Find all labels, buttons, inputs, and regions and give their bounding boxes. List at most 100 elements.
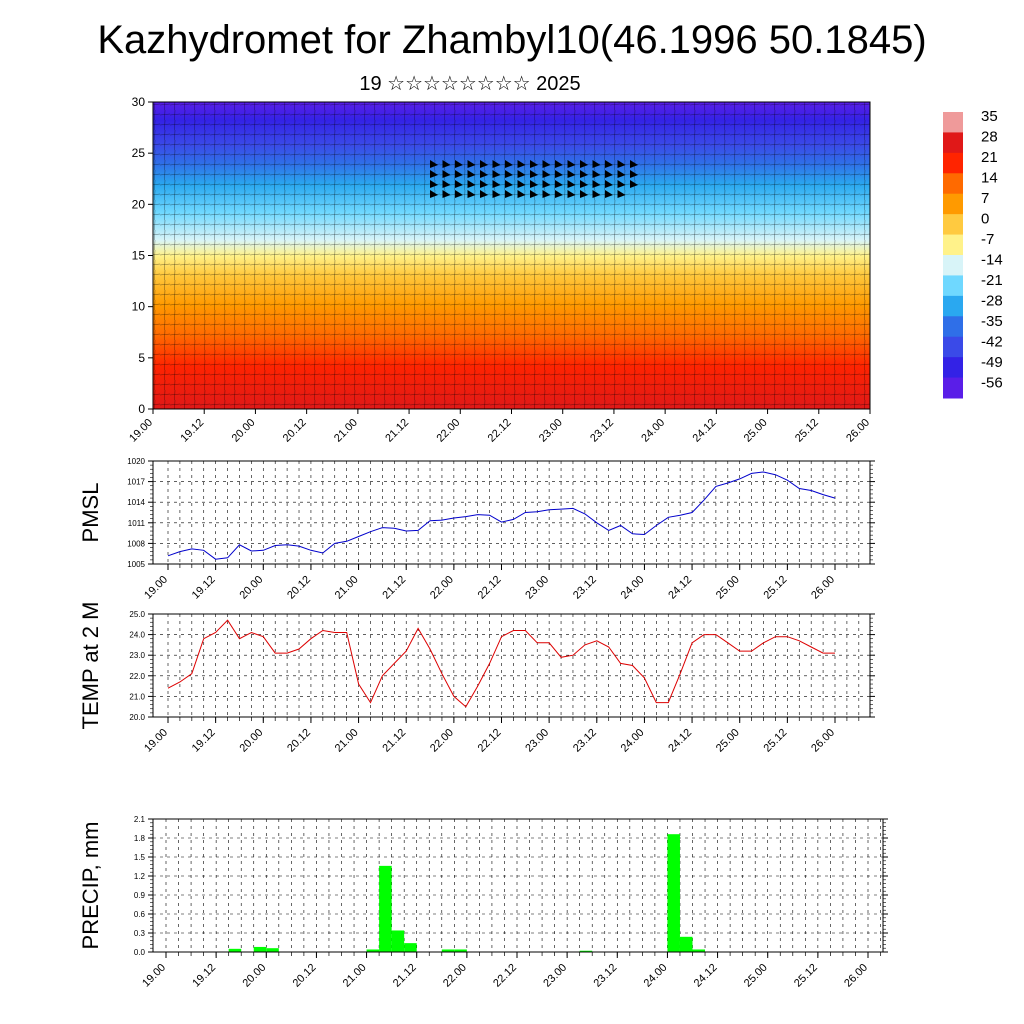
xtick-label: 22.00 [428,574,456,602]
xtick-label: 21.00 [333,574,361,602]
colorbar-label: -7 [981,231,994,248]
wind-barb [617,160,626,168]
colorbar-label: 21 [981,149,998,166]
wind-barb [630,180,638,188]
wind-barb [592,160,601,168]
colorbar-swatch [943,173,963,195]
heatmap-xtick-label: 21.12 [383,417,411,445]
wind-barb [580,180,588,188]
colorbar-swatch [943,214,963,236]
panel-ylabel: PMSL [78,483,103,543]
wind-barb [442,180,451,188]
heatmap-field [153,102,870,409]
wind-barb [505,190,513,198]
panel-ylabel: PRECIP, mm [78,822,103,950]
xtick-label: 24.00 [642,962,670,990]
wind-barb [492,190,501,198]
xtick-label: 25.00 [742,962,770,990]
wind-barb [467,190,476,198]
wind-barb [630,160,638,168]
colorbar-swatch [943,357,963,379]
wind-barb [517,170,526,178]
xtick-label: 20.00 [237,574,265,602]
xtick-label: 21.00 [333,727,361,755]
ytick-label: 1020 [127,457,145,466]
panel-frame [152,460,871,565]
ytick-label: 1.5 [134,853,146,862]
precip-bar [667,834,680,952]
heatmap-xtick-label: 26.00 [844,417,872,445]
xtick-label: 25.12 [762,574,790,602]
xtick-label: 23.00 [523,574,551,602]
ytick-label: 1011 [128,519,146,528]
precip-bar [391,930,405,952]
xtick-label: 22.00 [441,962,469,990]
wind-barb [567,160,576,168]
panel-frame [152,818,884,953]
xtick-label: 21.00 [341,962,369,990]
wind-barb [467,160,476,168]
panel-frame [152,613,871,718]
ytick-label: 20.0 [129,713,145,722]
xtick-label: 20.12 [285,574,313,602]
colorbar-swatch [943,275,963,297]
xtick-label: 19.00 [142,727,170,755]
colorbar-label: 14 [981,170,998,187]
heatmap-xtick-label: 20.12 [281,417,309,445]
colorbar-swatch [943,112,963,133]
xtick-label: 24.12 [666,574,694,602]
heatmap-xtick-label: 23.00 [537,417,565,445]
precip-bar [228,948,242,952]
xtick-label: 25.00 [714,574,742,602]
wind-barb [455,180,463,188]
page-title: Kazhydromet for Zhambyl10(46.1996 50.184… [97,18,927,62]
wind-barb [430,190,438,198]
colorbar-label: 28 [981,129,998,146]
wind-barb [442,190,451,198]
panel-ylabel: TEMP at 2 M [78,602,103,730]
wind-barb [480,160,488,168]
colorbar-swatch [943,255,963,276]
wind-barb [605,190,613,198]
wind-barb [567,190,576,198]
xtick-label: 26.00 [809,574,837,602]
wind-barb [555,190,563,198]
wind-barb [530,190,538,198]
ytick-label: 1.8 [134,834,146,843]
wind-barb [555,180,563,188]
wind-barb [517,160,526,168]
colorbar-label: -56 [981,375,1003,392]
wind-barb [430,160,438,168]
xtick-label: 24.00 [619,727,647,755]
wind-barb [592,170,601,178]
series-line [167,471,836,560]
heatmap-ytick-label: 30 [132,95,146,109]
heatmap-xtick-label: 23.12 [588,417,616,445]
wind-barb [617,170,626,178]
xtick-label: 26.00 [842,962,870,990]
wind-barb [592,180,601,188]
xtick-label: 23.12 [591,962,619,990]
wind-barb [555,160,563,168]
ytick-label: 23.0 [129,651,145,660]
xtick-label: 24.12 [666,727,694,755]
heatmap-xtick-label: 19.12 [178,417,206,445]
xtick-label: 21.12 [380,574,408,602]
ytick-label: 1.2 [134,872,146,881]
precip-bar [379,865,392,952]
colorbar-label: -42 [981,334,1003,351]
wind-barb [517,190,526,198]
ytick-label: 0.3 [134,929,146,938]
wind-barb [442,170,451,178]
precip-bar [266,948,279,952]
heatmap-xtick-label: 25.00 [742,417,770,445]
heatmap-xtick-label: 24.00 [639,417,667,445]
colorbar-swatch [943,152,963,174]
wind-barb [505,160,513,168]
wind-barb [517,180,526,188]
heatmap-xtick-label: 21.00 [332,417,360,445]
wind-barb [542,190,551,198]
ytick-label: 1017 [127,478,145,487]
precip-bar [441,949,455,952]
